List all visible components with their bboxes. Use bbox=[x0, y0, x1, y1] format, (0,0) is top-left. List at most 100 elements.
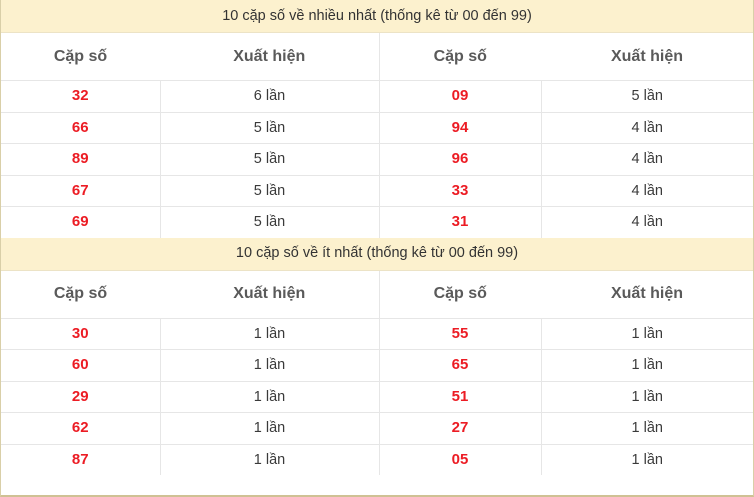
cell-pair-left: 67 bbox=[1, 175, 160, 207]
cell-count-right: 1 lần bbox=[540, 349, 753, 382]
cell-pair-left: 60 bbox=[1, 349, 160, 382]
count-value: 5 lần bbox=[253, 119, 286, 136]
header-row: Cặp số Xuất hiện Cặp số Xuất hiện bbox=[1, 270, 753, 319]
cell-pair-right: 55 bbox=[378, 318, 541, 350]
most-frequent-pairs-table: Cặp số Xuất hiện Cặp số Xuất hiện 32 6 l… bbox=[1, 33, 753, 238]
cell-count-left: 1 lần bbox=[159, 318, 379, 350]
cell-count-left: 1 lần bbox=[159, 381, 379, 413]
cell-pair-left: 62 bbox=[1, 412, 160, 445]
count-value: 5 lần bbox=[631, 88, 663, 105]
cell-count-left: 1 lần bbox=[159, 349, 379, 382]
pair-number: 96 bbox=[451, 150, 469, 168]
cell-pair-right: 96 bbox=[378, 143, 541, 176]
least-frequent-pairs-table: Cặp số Xuất hiện Cặp số Xuất hiện 30 1 l… bbox=[1, 270, 753, 475]
table-row: 29 1 lần 51 1 lần bbox=[1, 381, 753, 413]
cell-pair-right: 09 bbox=[378, 80, 541, 113]
pair-number: 32 bbox=[71, 87, 89, 105]
cell-count-left: 5 lần bbox=[159, 206, 379, 238]
column-header-count-right: Xuất hiện bbox=[541, 33, 753, 81]
table-body-least-frequent: 30 1 lần 55 1 lần 60 1 lần 65 1 lần 29 1… bbox=[1, 318, 753, 475]
count-value: 1 lần bbox=[253, 388, 286, 405]
column-header-pair-left: Cặp số bbox=[1, 33, 160, 81]
pair-number: 94 bbox=[451, 118, 469, 136]
pair-number: 55 bbox=[451, 324, 469, 342]
cell-count-left: 5 lần bbox=[159, 143, 379, 176]
header-row: Cặp số Xuất hiện Cặp số Xuất hiện bbox=[1, 33, 753, 81]
table-row: 69 5 lần 31 4 lần bbox=[1, 206, 753, 238]
pair-number: 05 bbox=[451, 450, 469, 468]
count-value: 1 lần bbox=[253, 420, 286, 437]
table-row: 66 5 lần 94 4 lần bbox=[1, 112, 753, 144]
cell-pair-left: 32 bbox=[1, 80, 160, 113]
cell-count-left: 5 lần bbox=[159, 175, 379, 207]
table-block-most-frequent: Cặp số Xuất hiện Cặp số Xuất hiện 32 6 l… bbox=[1, 33, 753, 238]
pair-number: 69 bbox=[71, 213, 89, 231]
pair-number: 30 bbox=[71, 324, 89, 342]
cell-count-right: 1 lần bbox=[540, 412, 753, 445]
pair-number: 67 bbox=[71, 181, 89, 199]
count-value: 4 lần bbox=[631, 214, 663, 231]
section-title-most-frequent: 10 cặp số về nhiều nhất (thống kê từ 00 … bbox=[1, 0, 753, 33]
cell-count-left: 1 lần bbox=[159, 412, 379, 445]
count-value: 1 lần bbox=[631, 420, 663, 437]
column-header-pair-left: Cặp số bbox=[1, 270, 160, 319]
count-value: 4 lần bbox=[631, 151, 663, 168]
cell-count-right: 4 lần bbox=[540, 112, 753, 144]
pair-number: 62 bbox=[71, 419, 89, 437]
count-value: 5 lần bbox=[253, 214, 286, 231]
cell-pair-left: 66 bbox=[1, 112, 160, 144]
cell-count-right: 1 lần bbox=[540, 318, 753, 350]
pair-number: 09 bbox=[451, 87, 469, 105]
cell-count-left: 5 lần bbox=[159, 112, 379, 144]
count-value: 5 lần bbox=[253, 182, 286, 199]
cell-pair-right: 31 bbox=[378, 206, 541, 238]
cell-pair-right: 05 bbox=[378, 444, 541, 475]
column-header-count-left: Xuất hiện bbox=[160, 270, 379, 319]
count-value: 4 lần bbox=[631, 119, 663, 136]
pair-number: 87 bbox=[71, 450, 89, 468]
pair-number: 51 bbox=[451, 387, 469, 405]
pair-number: 33 bbox=[451, 181, 469, 199]
table-body-most-frequent: 32 6 lần 09 5 lần 66 5 lần 94 4 lần 89 5… bbox=[1, 80, 753, 238]
column-header-pair-right: Cặp số bbox=[378, 33, 541, 81]
cell-count-right: 1 lần bbox=[540, 444, 753, 475]
pair-number: 60 bbox=[71, 356, 89, 374]
count-value: 1 lần bbox=[631, 388, 663, 405]
pair-number: 29 bbox=[71, 387, 89, 405]
cell-pair-right: 27 bbox=[378, 412, 541, 445]
cell-pair-left: 29 bbox=[1, 381, 160, 413]
cell-pair-right: 94 bbox=[378, 112, 541, 144]
count-value: 1 lần bbox=[631, 325, 663, 342]
section-title-least-frequent: 10 cặp số về ít nhất (thống kê từ 00 đến… bbox=[1, 237, 753, 271]
column-header-count-right: Xuất hiện bbox=[541, 270, 753, 319]
pair-number: 66 bbox=[71, 118, 89, 136]
table-row: 67 5 lần 33 4 lần bbox=[1, 175, 753, 207]
cell-count-right: 1 lần bbox=[540, 381, 753, 413]
pair-number: 65 bbox=[451, 356, 469, 374]
cell-pair-left: 30 bbox=[1, 318, 160, 350]
pair-number: 27 bbox=[451, 419, 469, 437]
cell-count-left: 6 lần bbox=[159, 80, 379, 113]
table-row: 60 1 lần 65 1 lần bbox=[1, 349, 753, 382]
count-value: 6 lần bbox=[253, 88, 286, 105]
cell-pair-right: 51 bbox=[378, 381, 541, 413]
pair-number: 31 bbox=[451, 213, 469, 231]
cell-pair-right: 33 bbox=[378, 175, 541, 207]
count-value: 1 lần bbox=[253, 357, 286, 374]
cell-count-right: 5 lần bbox=[540, 80, 753, 113]
table-block-least-frequent: Cặp số Xuất hiện Cặp số Xuất hiện 30 1 l… bbox=[1, 270, 753, 475]
cell-count-right: 4 lần bbox=[540, 143, 753, 176]
count-value: 1 lần bbox=[631, 357, 663, 374]
pair-number: 89 bbox=[71, 150, 89, 168]
table-header-least-frequent: Cặp số Xuất hiện Cặp số Xuất hiện bbox=[1, 270, 753, 319]
table-row: 30 1 lần 55 1 lần bbox=[1, 318, 753, 350]
count-value: 5 lần bbox=[253, 151, 286, 168]
table-row: 32 6 lần 09 5 lần bbox=[1, 80, 753, 113]
cell-pair-left: 87 bbox=[1, 444, 160, 475]
table-row: 89 5 lần 96 4 lần bbox=[1, 143, 753, 176]
column-header-count-left: Xuất hiện bbox=[160, 33, 379, 81]
count-value: 1 lần bbox=[631, 451, 663, 468]
count-value: 1 lần bbox=[253, 325, 286, 342]
cell-pair-right: 65 bbox=[378, 349, 541, 382]
